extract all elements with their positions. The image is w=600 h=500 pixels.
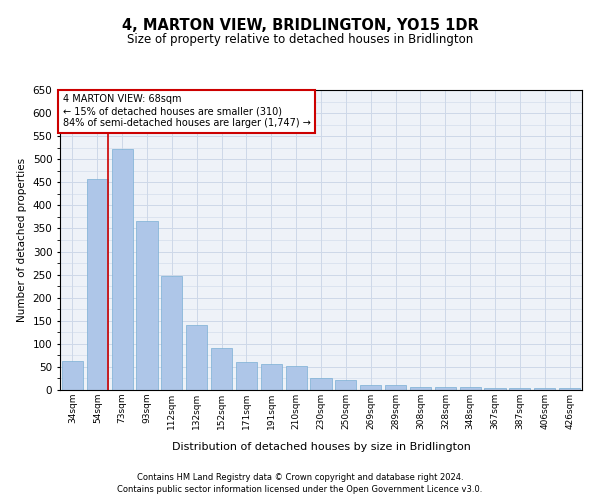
Bar bbox=[335, 380, 356, 390]
Bar bbox=[410, 387, 431, 390]
Bar bbox=[385, 385, 406, 390]
Text: Distribution of detached houses by size in Bridlington: Distribution of detached houses by size … bbox=[172, 442, 470, 452]
Bar bbox=[261, 364, 282, 390]
Text: Contains public sector information licensed under the Open Government Licence v3: Contains public sector information licen… bbox=[118, 485, 482, 494]
Bar bbox=[509, 388, 530, 390]
Bar bbox=[534, 388, 555, 390]
Bar bbox=[286, 366, 307, 390]
Bar bbox=[236, 362, 257, 390]
Bar bbox=[62, 362, 83, 390]
Bar bbox=[136, 221, 158, 390]
Bar bbox=[310, 378, 332, 390]
Bar bbox=[211, 348, 232, 390]
Bar bbox=[484, 388, 506, 390]
Bar bbox=[435, 387, 456, 390]
Text: 4, MARTON VIEW, BRIDLINGTON, YO15 1DR: 4, MARTON VIEW, BRIDLINGTON, YO15 1DR bbox=[122, 18, 478, 32]
Bar bbox=[112, 149, 133, 390]
Text: Size of property relative to detached houses in Bridlington: Size of property relative to detached ho… bbox=[127, 32, 473, 46]
Bar bbox=[460, 387, 481, 390]
Bar bbox=[360, 386, 381, 390]
Bar bbox=[87, 179, 108, 390]
Text: Contains HM Land Registry data © Crown copyright and database right 2024.: Contains HM Land Registry data © Crown c… bbox=[137, 472, 463, 482]
Bar bbox=[186, 326, 207, 390]
Bar bbox=[559, 388, 580, 390]
Y-axis label: Number of detached properties: Number of detached properties bbox=[17, 158, 27, 322]
Text: 4 MARTON VIEW: 68sqm
← 15% of detached houses are smaller (310)
84% of semi-deta: 4 MARTON VIEW: 68sqm ← 15% of detached h… bbox=[62, 94, 310, 128]
Bar bbox=[161, 276, 182, 390]
